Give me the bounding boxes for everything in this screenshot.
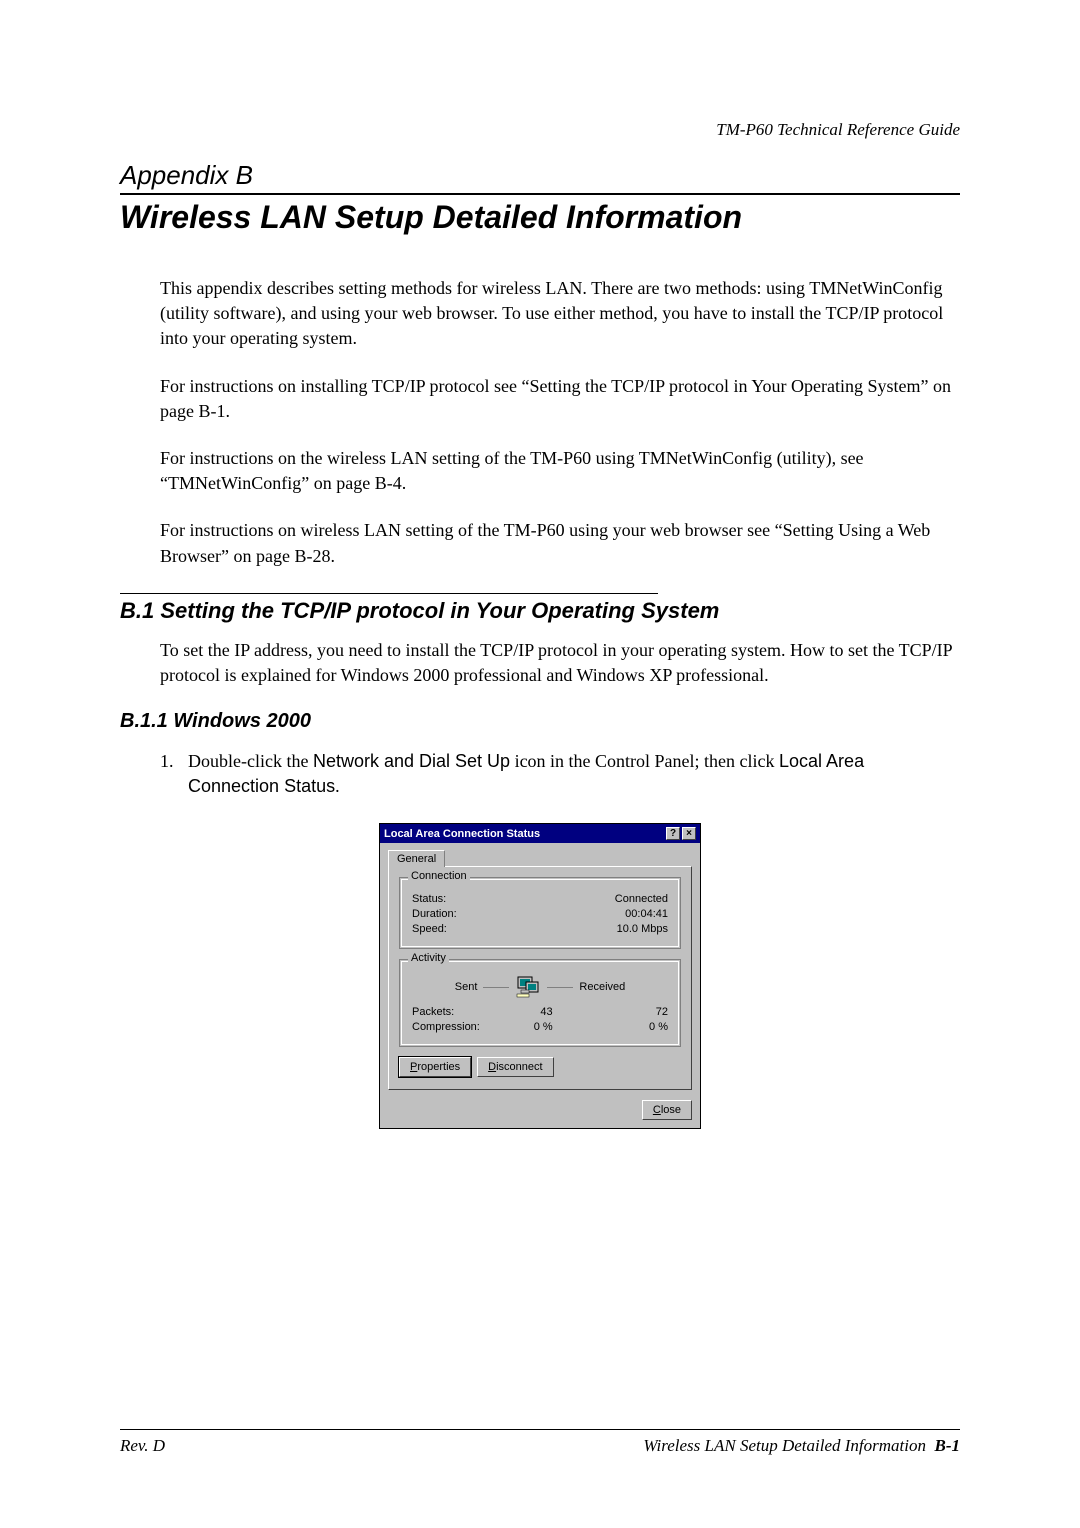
computer-icon bbox=[515, 976, 541, 998]
list-text-e: . bbox=[335, 776, 340, 796]
list-text: Double-click the Network and Dial Set Up… bbox=[188, 749, 960, 799]
disconnect-accel: D bbox=[488, 1061, 496, 1073]
group-activity: Activity Sent bbox=[399, 959, 681, 1047]
close-button[interactable]: Close bbox=[642, 1100, 692, 1120]
row-status: Status: Connected bbox=[412, 893, 668, 905]
footer-title: Wireless LAN Setup Detailed Information bbox=[643, 1436, 926, 1455]
status-value: Connected bbox=[615, 893, 668, 905]
tab-panel: Connection Status: Connected Duration: 0… bbox=[388, 866, 692, 1090]
list-number: 1. bbox=[160, 749, 188, 799]
doc-header-title: TM-P60 Technical Reference Guide bbox=[716, 120, 960, 140]
page-title: Wireless LAN Setup Detailed Information bbox=[120, 193, 960, 236]
packets-label: Packets: bbox=[412, 1006, 497, 1018]
page-footer: Rev. D Wireless LAN Setup Detailed Infor… bbox=[120, 1429, 960, 1456]
packets-sent: 43 bbox=[497, 1006, 582, 1018]
row-speed: Speed: 10.0 Mbps bbox=[412, 923, 668, 935]
duration-label: Duration: bbox=[412, 908, 457, 920]
dialog-body: General Connection Status: Connected Dur… bbox=[380, 843, 700, 1128]
packets-received: 72 bbox=[583, 1006, 668, 1018]
received-label: Received bbox=[579, 981, 625, 993]
intro-para-2: For instructions on installing TCP/IP pr… bbox=[160, 374, 960, 424]
row-packets: Packets: 43 72 bbox=[412, 1006, 668, 1018]
close-icon[interactable]: × bbox=[682, 827, 696, 840]
list-item: 1. Double-click the Network and Dial Set… bbox=[160, 749, 960, 799]
dialog-screenshot: Local Area Connection Status ? × General… bbox=[120, 823, 960, 1129]
intro-para-3: For instructions on the wireless LAN set… bbox=[160, 446, 960, 496]
group-connection: Connection Status: Connected Duration: 0… bbox=[399, 877, 681, 949]
dialog-titlebar: Local Area Connection Status ? × bbox=[380, 824, 700, 843]
dialog-window: Local Area Connection Status ? × General… bbox=[379, 823, 701, 1129]
activity-header: Sent bbox=[410, 976, 670, 998]
footer-right: Wireless LAN Setup Detailed Information … bbox=[643, 1436, 960, 1456]
compression-label: Compression: bbox=[412, 1021, 497, 1033]
tab-general[interactable]: General bbox=[388, 850, 445, 867]
section-b1-para: To set the IP address, you need to insta… bbox=[160, 638, 960, 688]
dialog-title: Local Area Connection Status bbox=[384, 828, 540, 840]
disconnect-rest: isconnect bbox=[496, 1061, 542, 1073]
properties-button[interactable]: Properties bbox=[399, 1057, 471, 1077]
button-row: Properties Disconnect bbox=[399, 1057, 681, 1077]
intro-para-1: This appendix describes setting methods … bbox=[160, 276, 960, 352]
sent-label: Sent bbox=[455, 981, 478, 993]
compression-sent: 0 % bbox=[497, 1021, 582, 1033]
appendix-label: Appendix B bbox=[120, 160, 960, 191]
speed-value: 10.0 Mbps bbox=[617, 923, 668, 935]
row-duration: Duration: 00:04:41 bbox=[412, 908, 668, 920]
list-text-a: Double-click the bbox=[188, 751, 313, 771]
close-accel: C bbox=[653, 1104, 661, 1116]
close-row: Close bbox=[388, 1100, 692, 1120]
speed-label: Speed: bbox=[412, 923, 447, 935]
section-rule bbox=[120, 593, 658, 594]
disconnect-button[interactable]: Disconnect bbox=[477, 1057, 553, 1077]
status-label: Status: bbox=[412, 893, 446, 905]
help-button[interactable]: ? bbox=[666, 827, 680, 840]
properties-rest: roperties bbox=[417, 1061, 460, 1073]
activity-line-left bbox=[483, 987, 509, 988]
section-b1-heading: B.1 Setting the TCP/IP protocol in Your … bbox=[120, 598, 960, 624]
close-rest: lose bbox=[661, 1104, 681, 1116]
intro-para-4: For instructions on wireless LAN setting… bbox=[160, 518, 960, 568]
row-compression: Compression: 0 % 0 % bbox=[412, 1021, 668, 1033]
duration-value: 00:04:41 bbox=[625, 908, 668, 920]
list-text-c: icon in the Control Panel; then click bbox=[510, 751, 779, 771]
compression-received: 0 % bbox=[583, 1021, 668, 1033]
section-b11-heading: B.1.1 Windows 2000 bbox=[120, 710, 960, 733]
activity-line-right bbox=[547, 987, 573, 988]
list-text-b: Network and Dial Set Up bbox=[313, 751, 510, 771]
group-activity-label: Activity bbox=[408, 952, 449, 964]
group-connection-label: Connection bbox=[408, 870, 470, 882]
footer-rev: Rev. D bbox=[120, 1436, 165, 1456]
footer-page: B-1 bbox=[935, 1436, 961, 1455]
